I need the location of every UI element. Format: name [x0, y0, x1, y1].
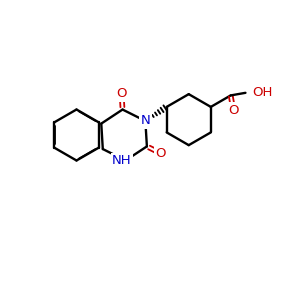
Text: NH: NH [112, 154, 132, 167]
Text: O: O [116, 88, 127, 100]
Text: O: O [228, 104, 238, 117]
Text: OH: OH [252, 86, 272, 99]
Text: O: O [156, 147, 166, 160]
Text: N: N [140, 114, 150, 128]
